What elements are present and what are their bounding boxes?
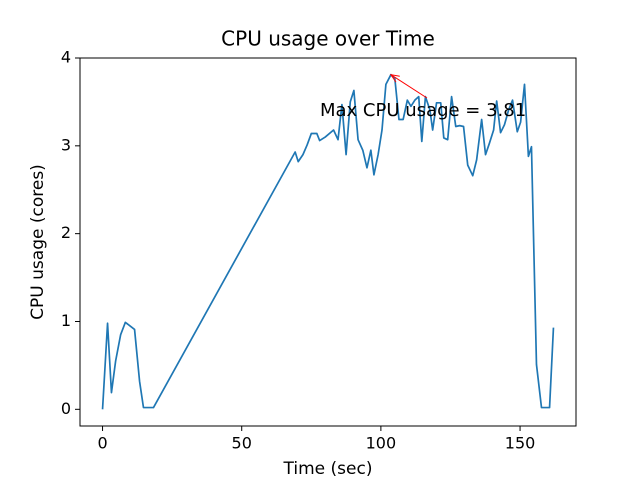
y-tick-label: 2 xyxy=(61,223,71,242)
x-axis-label: Time (sec) xyxy=(283,459,373,479)
y-axis-label: CPU usage (cores) xyxy=(28,164,48,320)
x-tick-label: 100 xyxy=(366,434,397,453)
y-tick-label: 1 xyxy=(61,311,71,330)
x-tick-label: 150 xyxy=(505,434,536,453)
y-tick-label: 3 xyxy=(61,135,71,154)
annotation-arrowhead xyxy=(389,73,400,83)
x-tick-label: 0 xyxy=(97,434,107,453)
y-tick-label: 0 xyxy=(61,399,71,418)
plot-frame xyxy=(79,57,577,427)
y-tick-label: 4 xyxy=(61,48,71,67)
x-tick-label: 50 xyxy=(232,434,252,453)
data-line xyxy=(101,73,555,410)
annotation-text: Max CPU usage = 3.81 xyxy=(320,100,526,121)
annotation-arrow xyxy=(390,74,428,99)
chart-title: CPU usage over Time xyxy=(221,27,435,51)
